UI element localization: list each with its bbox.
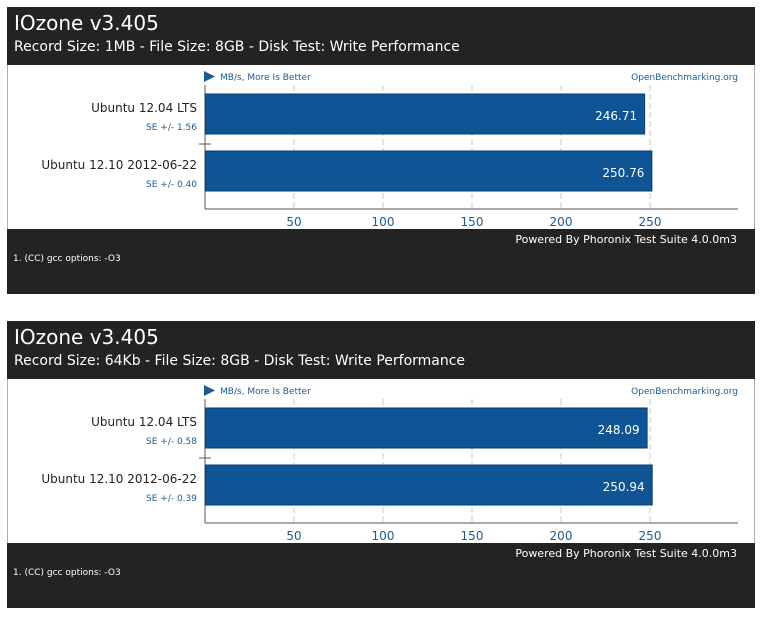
category-label: Ubuntu 12.04 LTS [91,415,197,429]
chart-subtitle: Record Size: 64Kb - File Size: 8GB - Dis… [14,353,466,369]
x-tick-label: 50 [286,529,301,543]
plot-area: MB/s, More Is Better OpenBenchmarking.org… [7,379,755,543]
error-label: SE +/- 0.40 [146,180,197,190]
x-tick-label: 250 [639,215,662,229]
bar-chart: MB/s, More Is Better OpenBenchmarking.org… [41,71,738,229]
footer-note: 1. (CC) gcc options: -O3 [13,568,121,578]
bar [205,464,653,506]
category-label: Ubuntu 12.10 2012-06-22 [41,472,197,486]
chart-title: IOzone v3.405 [14,325,159,349]
bar-chart: MB/s, More Is Better OpenBenchmarking.org… [41,385,738,543]
play-icon [204,385,215,396]
bar-value-label: 250.94 [603,480,645,494]
bar [205,407,648,449]
error-label: SE +/- 1.56 [146,123,197,133]
bar-value-label: 246.71 [595,109,637,123]
x-tick-label: 150 [461,529,484,543]
x-tick-label: 100 [372,215,395,229]
bar [205,93,646,135]
plot-area: MB/s, More Is Better OpenBenchmarking.org… [7,65,755,229]
brand-label: OpenBenchmarking.org [631,73,738,83]
category-label: Ubuntu 12.10 2012-06-22 [41,158,197,172]
error-label: SE +/- 0.39 [146,494,197,504]
play-icon [204,71,215,82]
x-tick-label: 200 [550,529,573,543]
chart-panel-1: IOzone v3.405 Record Size: 1MB - File Si… [7,7,755,294]
x-tick-label: 200 [550,215,573,229]
unit-label: MB/s, More Is Better [220,387,311,397]
error-label: SE +/- 0.58 [146,437,197,447]
chart-panel-2: IOzone v3.405 Record Size: 64Kb - File S… [7,321,755,608]
chart-title: IOzone v3.405 [14,11,159,35]
footer-credit: Powered By Phoronix Test Suite 4.0.0m3 [515,547,737,560]
bar-value-label: 248.09 [598,423,640,437]
category-label: Ubuntu 12.04 LTS [91,101,197,115]
bar-value-label: 250.76 [602,166,644,180]
bar [205,150,653,192]
footer-note: 1. (CC) gcc options: -O3 [13,254,121,264]
chart-footer: Powered By Phoronix Test Suite 4.0.0m3 1… [7,229,755,294]
x-tick-label: 100 [372,529,395,543]
chart-footer: Powered By Phoronix Test Suite 4.0.0m3 1… [7,543,755,608]
chart-header: IOzone v3.405 Record Size: 64Kb - File S… [7,321,755,379]
chart-subtitle: Record Size: 1MB - File Size: 8GB - Disk… [14,39,460,55]
x-tick-label: 50 [286,215,301,229]
x-tick-label: 150 [461,215,484,229]
footer-credit: Powered By Phoronix Test Suite 4.0.0m3 [515,233,737,246]
chart-header: IOzone v3.405 Record Size: 1MB - File Si… [7,7,755,65]
x-tick-label: 250 [639,529,662,543]
unit-label: MB/s, More Is Better [220,73,311,83]
brand-label: OpenBenchmarking.org [631,387,738,397]
